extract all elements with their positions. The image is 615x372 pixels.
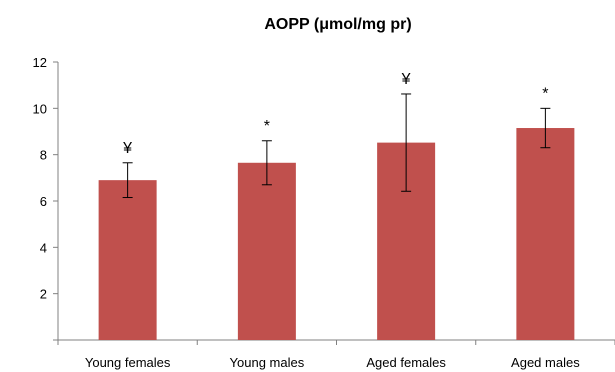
bar — [237, 162, 296, 340]
chart-title: AOPP (μmol/mg pr) — [264, 16, 411, 33]
y-tick-label: 10 — [33, 101, 47, 116]
significance-marker: ¥ — [122, 140, 132, 157]
y-tick-label: 12 — [33, 55, 47, 70]
y-axis: 2 4 6 8 10 12 — [33, 55, 59, 340]
bar — [98, 180, 157, 340]
significance-marker: * — [542, 85, 548, 102]
bar — [516, 128, 575, 340]
x-category-label: Young females — [85, 355, 171, 370]
significance-marker: * — [264, 118, 270, 135]
annotations: ¥ * ¥ * — [122, 71, 548, 157]
x-category-label: Aged females — [366, 355, 446, 370]
significance-marker: ¥ — [401, 71, 411, 88]
y-tick-label: 6 — [40, 194, 47, 209]
y-tick-label: 2 — [40, 287, 47, 302]
x-category-label: Young males — [230, 355, 305, 370]
x-category-label: Aged males — [511, 355, 580, 370]
bars — [98, 128, 575, 340]
y-tick-label: 4 — [40, 240, 47, 255]
y-tick-label: 8 — [40, 148, 47, 163]
x-axis: Young females Young males Aged females Aged… — [53, 339, 615, 370]
error-bars — [122, 93, 551, 199]
